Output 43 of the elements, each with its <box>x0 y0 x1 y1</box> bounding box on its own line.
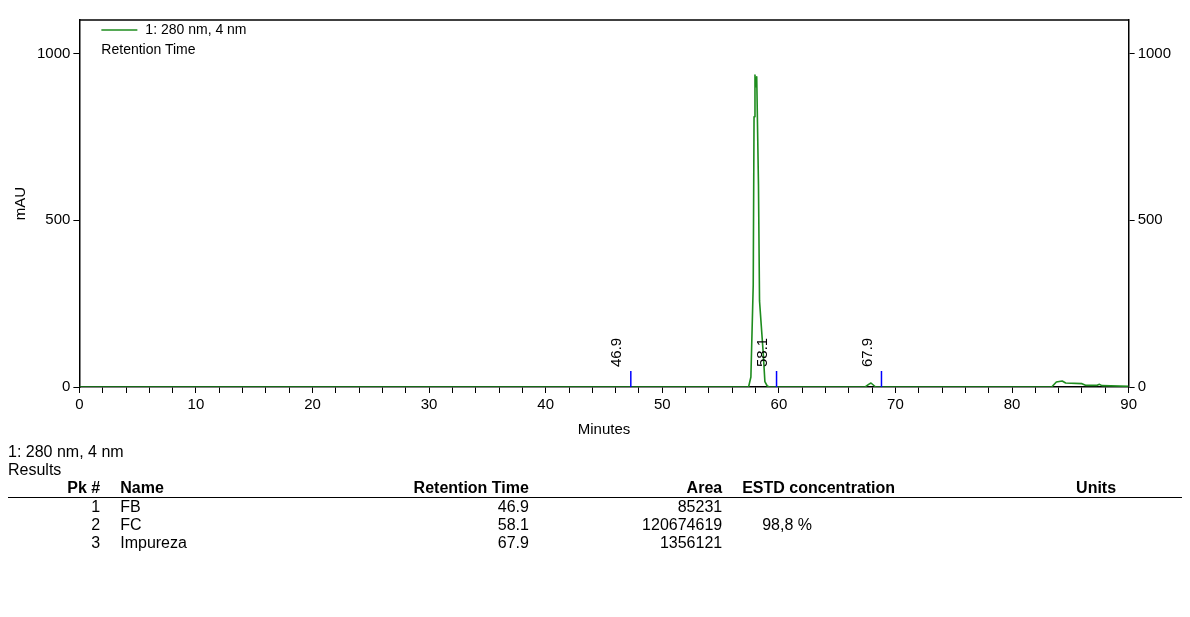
category-label: Retention Time <box>412 479 530 498</box>
text: Impureza <box>120 534 187 551</box>
annotation: 67.9 <box>858 337 876 367</box>
category-label: Units <box>1075 479 1118 498</box>
annotation: 46.9 <box>607 337 625 367</box>
text: 1 <box>91 498 101 515</box>
text: 85231 <box>677 498 723 515</box>
category-label: Area <box>685 479 724 498</box>
y-tick-label: 1000 <box>36 43 71 61</box>
text: 98,8 % <box>762 516 812 533</box>
y2-tick-label: 500 <box>1137 210 1163 228</box>
x-tick-label: 50 <box>653 395 671 413</box>
text: FB <box>120 498 141 515</box>
legend-title: Retention Time <box>101 40 196 57</box>
y-tick-label: 500 <box>45 210 71 228</box>
x-tick-label: 80 <box>1003 395 1021 413</box>
x-tick-label: 10 <box>187 395 205 413</box>
text: FC <box>120 516 142 533</box>
x-tick-label: 20 <box>304 395 321 413</box>
text: 46.9 <box>497 498 529 515</box>
y-tick-label: 0 <box>62 377 71 395</box>
y-axis-title: mAU <box>11 186 29 221</box>
category-label: ESTD concentration <box>741 479 897 498</box>
y2-tick-label: 1000 <box>1137 43 1172 61</box>
y2-tick-label: 0 <box>1137 377 1146 395</box>
text: 1356121 <box>659 534 723 551</box>
category-label: Name <box>119 479 165 498</box>
x-tick-label: 0 <box>75 395 84 413</box>
x-axis-title: Minutes <box>577 420 631 438</box>
x-tick-label: 60 <box>770 395 788 413</box>
x-tick-label: 90 <box>1120 395 1137 413</box>
text: 120674619 <box>642 516 723 533</box>
text: 2 <box>91 516 101 533</box>
x-tick-label: 70 <box>887 395 904 413</box>
text: 1: 280 nm, 4 nm Results <box>8 443 125 479</box>
annotation: 58.1 <box>753 337 771 367</box>
text: 58.1 <box>497 516 529 533</box>
x-tick-label: 40 <box>537 395 555 413</box>
text: 3 <box>91 534 101 551</box>
x-tick-label: 30 <box>420 395 438 413</box>
legend-label: 1: 280 nm, 4 nm <box>145 20 247 37</box>
text: 67.9 <box>497 534 529 551</box>
category-label: Pk # <box>66 479 102 498</box>
